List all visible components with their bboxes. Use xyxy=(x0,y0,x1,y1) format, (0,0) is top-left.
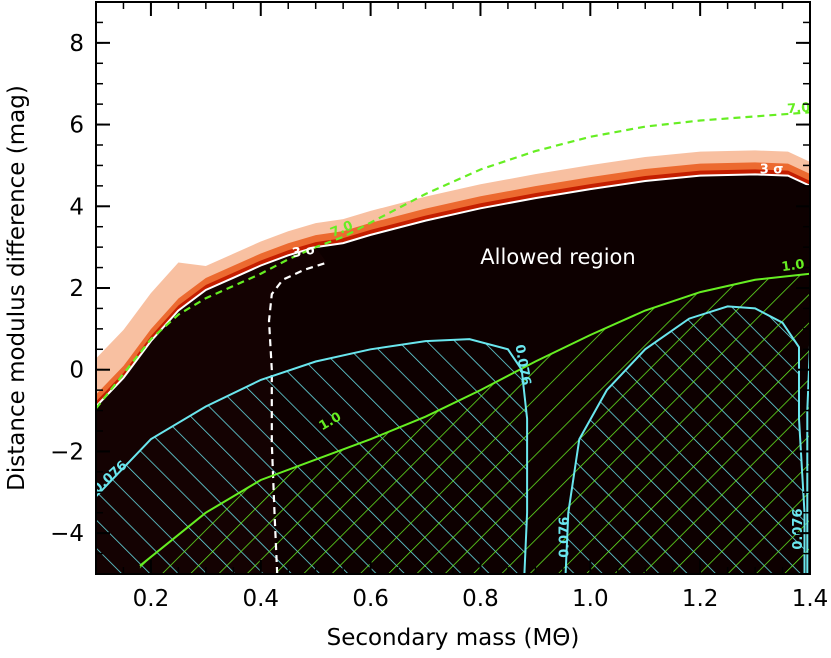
contour-label: 1.0 xyxy=(781,257,806,275)
x-tick-label: 1.2 xyxy=(682,586,719,612)
x-tick-label: 0.6 xyxy=(352,586,389,612)
contour-line-10-3 xyxy=(139,272,810,567)
contour-label: 3 σ xyxy=(291,242,317,261)
y-tick-label: 6 xyxy=(69,113,84,139)
contour-line-0076-4 xyxy=(96,338,529,574)
y-tick-label: 0 xyxy=(69,358,84,384)
contour-label: 3 σ xyxy=(760,163,784,178)
x-tick-label: 1.0 xyxy=(572,586,609,612)
y-tick-label: 8 xyxy=(69,31,84,57)
contour-label: 7.0 xyxy=(787,101,811,118)
y-tick-label: 4 xyxy=(69,194,84,220)
y-tick-label: −4 xyxy=(50,521,84,547)
y-axis-title: Distance modulus difference (mag) xyxy=(4,85,30,491)
x-tick-label: 0.4 xyxy=(242,586,279,612)
contour-label: 0.076 xyxy=(511,343,533,386)
contour-label: 0.076 xyxy=(557,517,572,558)
region-label: Allowed region xyxy=(480,245,635,269)
x-tick-label: 0.8 xyxy=(462,586,499,612)
y-tick-label: 2 xyxy=(69,276,84,302)
contour-line-3-1 xyxy=(267,261,328,574)
y-tick-label: −2 xyxy=(50,439,84,465)
contour-line-0076-5 xyxy=(564,305,806,574)
x-tick-label: 0.2 xyxy=(133,586,170,612)
contour-line-3-0 xyxy=(96,173,810,408)
x-tick-label: 1.4 xyxy=(792,586,829,612)
x-axis-title: Secondary mass (MΘ) xyxy=(327,625,580,651)
contour-label: 0.076 xyxy=(791,508,806,549)
